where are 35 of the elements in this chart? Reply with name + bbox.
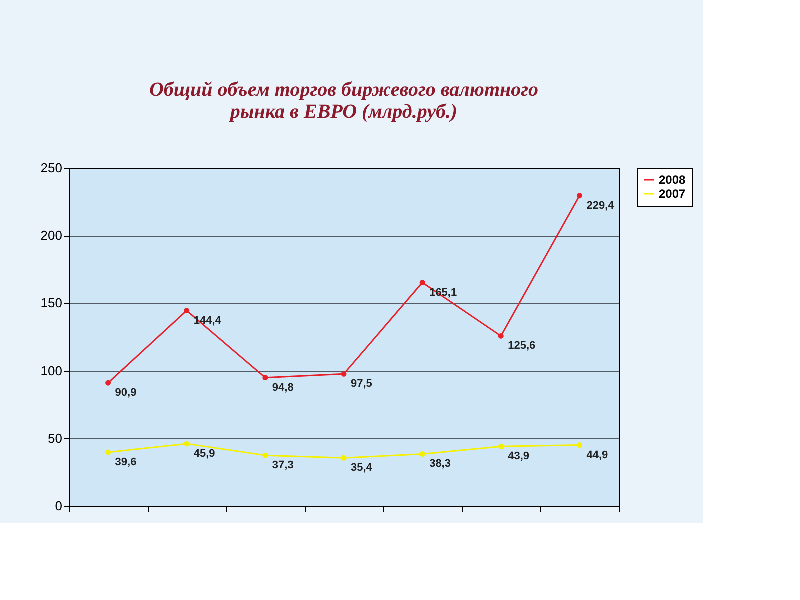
y-tick-label: 250 (40, 160, 62, 176)
data-label: 45,9 (194, 448, 216, 460)
y-tick-label: 100 (40, 363, 62, 378)
point (420, 451, 426, 457)
data-label: 90,9 (115, 387, 137, 400)
chart-title: Общий объем торгов биржевого валютного рынка в ЕВРО (млрд.руб.) (149, 79, 539, 123)
point (420, 280, 426, 286)
data-label: 39,6 (115, 456, 137, 468)
point (184, 308, 190, 314)
data-label: 44,9 (586, 449, 608, 462)
data-label: 43,9 (508, 450, 530, 463)
point (262, 375, 268, 381)
point (498, 333, 504, 339)
point (341, 455, 347, 461)
data-label: 125,6 (508, 340, 536, 352)
y-tick-label: 200 (40, 228, 62, 244)
point (576, 193, 582, 199)
data-label: 97,5 (351, 378, 372, 390)
point (106, 450, 112, 456)
point (262, 452, 268, 458)
data-label: 37,3 (272, 460, 294, 472)
data-label: 94,8 (272, 382, 294, 394)
y-tick-label: 50 (48, 430, 62, 446)
point (341, 371, 347, 377)
point (498, 444, 504, 450)
point (106, 380, 112, 386)
y-tick-label: 0 (55, 498, 62, 514)
y-tick-label: 150 (40, 296, 62, 311)
legend-label: 2007 (659, 187, 686, 201)
data-label: 38,3 (430, 458, 451, 470)
point (576, 442, 582, 448)
data-label: 35,4 (351, 462, 374, 474)
point (184, 441, 190, 447)
data-label: 229,4 (586, 200, 616, 212)
legend-label: 2008 (659, 173, 686, 187)
